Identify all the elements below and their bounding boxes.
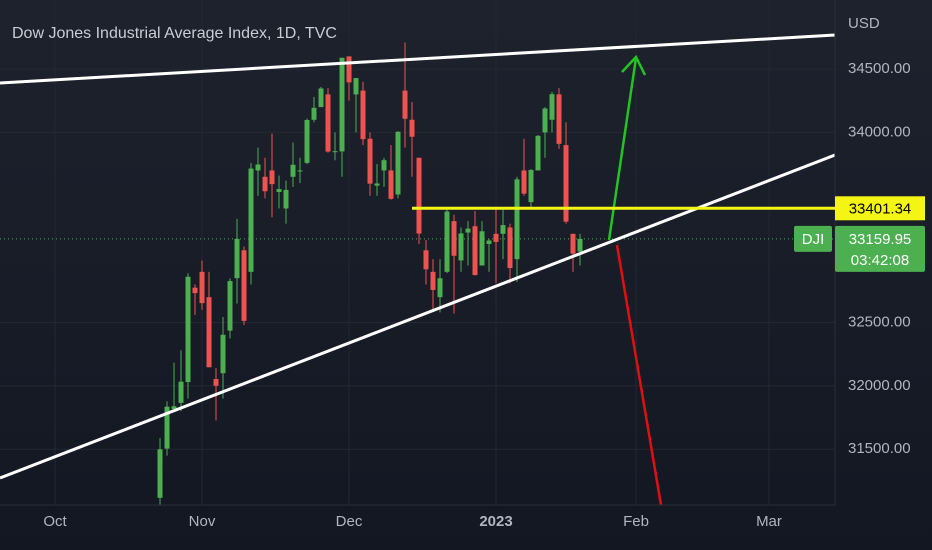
- currency: USD: [848, 15, 880, 32]
- x-tick-label: Oct: [43, 513, 67, 530]
- candle-body: [185, 276, 191, 383]
- candle-body: [248, 168, 254, 272]
- candle-body: [276, 189, 282, 192]
- up-arrow-head: [621, 54, 647, 76]
- candle-body: [346, 56, 352, 83]
- y-tick-label: 31500.00: [848, 440, 911, 457]
- candle-body: [402, 90, 408, 119]
- chart-title: Dow Jones Industrial Average Index, 1D, …: [12, 25, 337, 42]
- candle-body: [430, 271, 436, 290]
- candle-body: [493, 233, 499, 242]
- candle-body: [549, 94, 555, 120]
- y-tick-label: 34000.00: [848, 123, 911, 140]
- candle-body: [304, 120, 310, 163]
- candle-body: [374, 183, 380, 186]
- candle-body: [409, 119, 415, 137]
- candles: [157, 42, 583, 506]
- candle-body: [563, 145, 569, 222]
- candle-body: [157, 449, 163, 498]
- candle-body: [199, 271, 205, 304]
- candle-body: [507, 227, 513, 269]
- candle-body: [192, 287, 198, 294]
- candle-body: [521, 170, 527, 194]
- candle-body: [255, 164, 261, 171]
- candle-body: [570, 233, 576, 254]
- candle-body: [479, 231, 485, 266]
- candle-body: [395, 131, 401, 195]
- last-price-box: [835, 225, 925, 272]
- candle-body: [325, 94, 331, 152]
- upper-trendline: [0, 33, 836, 85]
- candle-body: [388, 170, 394, 199]
- candle-body: [528, 169, 534, 203]
- candle-body: [297, 170, 303, 172]
- candle-body: [381, 160, 387, 171]
- candle-body: [465, 228, 471, 233]
- candle-body: [283, 189, 289, 209]
- candle-body: [241, 250, 247, 321]
- candle-body: [472, 226, 478, 275]
- symbol-label: DJI: [802, 231, 825, 248]
- last-price-label: 33159.95: [849, 231, 912, 248]
- candle-body: [416, 157, 422, 234]
- candle-body: [556, 94, 562, 144]
- candle-body: [444, 211, 450, 272]
- x-tick-label: Nov: [189, 513, 216, 530]
- candle-body: [311, 107, 317, 120]
- x-tick-label: Feb: [623, 513, 649, 530]
- candle-body: [535, 135, 541, 171]
- candle-body: [423, 250, 429, 270]
- level-label-box: [835, 196, 925, 221]
- candle-body: [318, 88, 324, 108]
- candle-body: [262, 176, 268, 192]
- candle-body: [290, 164, 296, 177]
- candle-body: [451, 221, 457, 256]
- down-line: [615, 244, 663, 506]
- candle-body: [171, 406, 177, 410]
- candle-body: [213, 379, 219, 386]
- candle-body: [367, 138, 373, 184]
- candle-body: [220, 334, 226, 374]
- candle-body: [437, 278, 443, 298]
- candle-body: [486, 240, 492, 244]
- candle-body: [227, 281, 233, 331]
- candle-body: [360, 90, 366, 140]
- x-tick-label: Dec: [336, 513, 363, 530]
- x-tick-label: 2023: [479, 513, 512, 530]
- candle-body: [332, 151, 338, 153]
- countdown: 03:42:08: [851, 252, 909, 269]
- candle-body: [269, 170, 275, 185]
- x-tick-label: Mar: [756, 513, 782, 530]
- candle-body: [577, 238, 583, 252]
- y-tick-label: 34500.00: [848, 60, 911, 77]
- y-tick-label: 32500.00: [848, 313, 911, 330]
- candle-body: [178, 381, 184, 403]
- symbol-box: [794, 225, 832, 252]
- candle-body: [353, 78, 359, 95]
- candle-body: [339, 57, 345, 152]
- candle-body: [458, 233, 464, 261]
- candle-body: [234, 238, 240, 279]
- grid: [0, 0, 835, 505]
- level-label: 33401.34: [849, 200, 912, 217]
- y-tick-label: 32000.00: [848, 377, 911, 394]
- candle-body: [164, 406, 170, 449]
- candle-body: [542, 108, 548, 133]
- candle-body: [500, 225, 506, 234]
- candle-body: [514, 179, 520, 260]
- candle-body: [206, 297, 212, 368]
